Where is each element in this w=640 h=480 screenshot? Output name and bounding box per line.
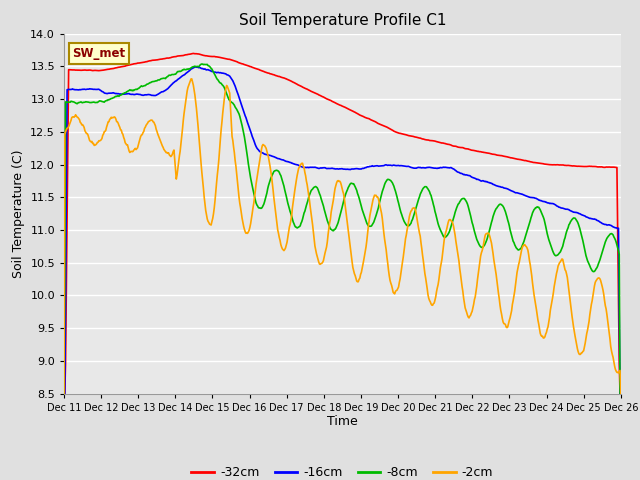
Y-axis label: Soil Temperature (C): Soil Temperature (C) bbox=[12, 149, 25, 278]
Text: SW_met: SW_met bbox=[72, 47, 125, 60]
Legend: -32cm, -16cm, -8cm, -2cm: -32cm, -16cm, -8cm, -2cm bbox=[186, 461, 499, 480]
X-axis label: Time: Time bbox=[327, 415, 358, 429]
Title: Soil Temperature Profile C1: Soil Temperature Profile C1 bbox=[239, 13, 446, 28]
